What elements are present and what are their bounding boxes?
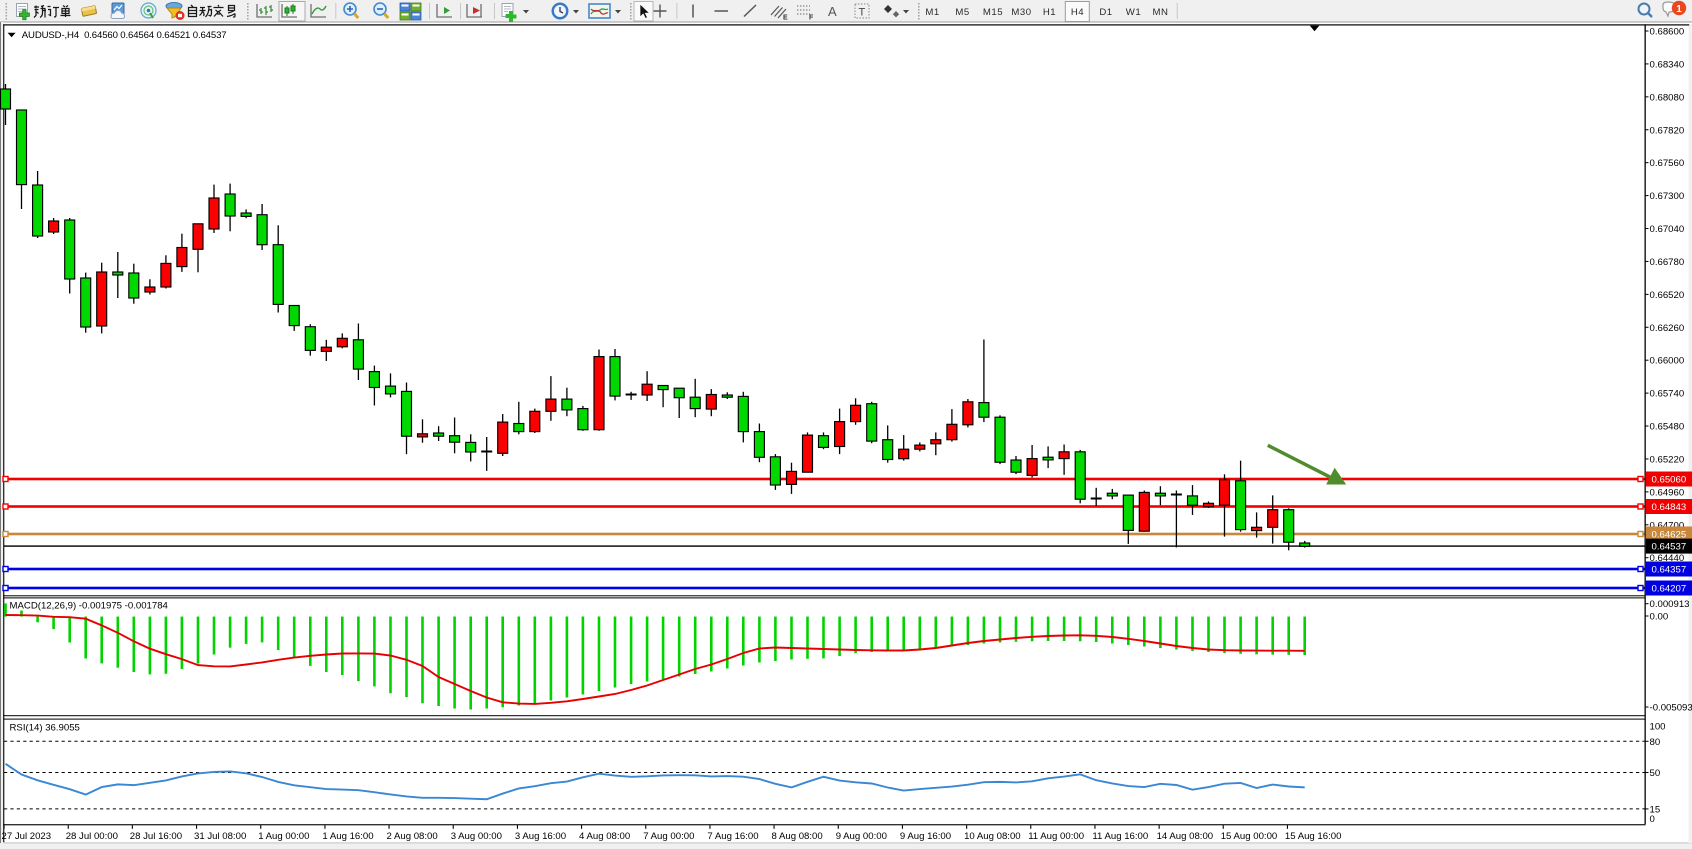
svg-text:8 Aug 08:00: 8 Aug 08:00 — [772, 831, 823, 842]
svg-text:0.67300: 0.67300 — [1650, 191, 1685, 202]
svg-text:F: F — [809, 15, 814, 22]
svg-text:0.000913: 0.000913 — [1650, 599, 1690, 610]
svg-text:-0.005093: -0.005093 — [1650, 703, 1692, 714]
svg-text:MACD(12,26,9) -0.001975 -0.001: MACD(12,26,9) -0.001975 -0.001784 — [10, 601, 169, 612]
svg-text:D1: D1 — [1099, 7, 1112, 18]
svg-text:1: 1 — [1676, 4, 1682, 15]
svg-text:9 Aug 16:00: 9 Aug 16:00 — [900, 831, 951, 842]
svg-text:0.64357: 0.64357 — [1652, 565, 1687, 576]
svg-text:RSI(14) 36.9055: RSI(14) 36.9055 — [10, 723, 80, 734]
svg-text:0.66260: 0.66260 — [1650, 323, 1685, 334]
svg-text:W1: W1 — [1126, 7, 1141, 18]
svg-text:28 Jul 00:00: 28 Jul 00:00 — [66, 831, 118, 842]
svg-text:15 Aug 16:00: 15 Aug 16:00 — [1285, 831, 1342, 842]
svg-text:14 Aug 08:00: 14 Aug 08:00 — [1157, 831, 1214, 842]
svg-text:27 Jul 2023: 27 Jul 2023 — [2, 831, 52, 842]
svg-text:AUDUSD-,H4 0.64560 0.64564 0.: AUDUSD-,H4 0.64560 0.64564 0.64521 0.645… — [22, 30, 227, 41]
svg-text:0.65740: 0.65740 — [1650, 389, 1685, 400]
svg-text:9 Aug 00:00: 9 Aug 00:00 — [836, 831, 887, 842]
svg-text:0.65060: 0.65060 — [1652, 475, 1687, 486]
svg-text:0.64960: 0.64960 — [1650, 487, 1685, 498]
svg-text:0.68340: 0.68340 — [1650, 59, 1685, 70]
svg-text:0.65480: 0.65480 — [1650, 422, 1685, 433]
svg-text:T: T — [859, 7, 866, 19]
svg-text:MN: MN — [1153, 7, 1169, 18]
svg-text:1 Aug 00:00: 1 Aug 00:00 — [258, 831, 309, 842]
svg-text:0.00: 0.00 — [1650, 612, 1669, 623]
svg-text:0.65220: 0.65220 — [1650, 454, 1685, 465]
svg-text:10 Aug 08:00: 10 Aug 08:00 — [964, 831, 1021, 842]
svg-text:0.68600: 0.68600 — [1650, 27, 1685, 38]
svg-text:M30: M30 — [1011, 7, 1031, 18]
svg-text:11 Aug 16:00: 11 Aug 16:00 — [1092, 831, 1148, 842]
svg-text:31 Jul 08:00: 31 Jul 08:00 — [194, 831, 246, 842]
svg-text:50: 50 — [1650, 768, 1661, 779]
svg-text:0.64843: 0.64843 — [1652, 502, 1687, 513]
svg-text:2 Aug 08:00: 2 Aug 08:00 — [387, 831, 438, 842]
svg-text:H4: H4 — [1071, 7, 1084, 18]
svg-text:0.66520: 0.66520 — [1650, 290, 1685, 301]
svg-text:11 Aug 00:00: 11 Aug 00:00 — [1028, 831, 1084, 842]
svg-text:0.66000: 0.66000 — [1650, 356, 1685, 367]
svg-text:100: 100 — [1650, 721, 1666, 732]
svg-text:0.64537: 0.64537 — [1652, 542, 1687, 553]
svg-text:4 Aug 08:00: 4 Aug 08:00 — [579, 831, 630, 842]
svg-text:28 Jul 16:00: 28 Jul 16:00 — [130, 831, 182, 842]
svg-text:15: 15 — [1650, 804, 1661, 815]
svg-text:0.64440: 0.64440 — [1650, 553, 1685, 564]
svg-text:A: A — [828, 4, 837, 19]
svg-text:0.64700: 0.64700 — [1650, 520, 1685, 531]
svg-text:1 Aug 16:00: 1 Aug 16:00 — [322, 831, 373, 842]
svg-text:E: E — [783, 15, 788, 22]
svg-text:7 Aug 16:00: 7 Aug 16:00 — [707, 831, 758, 842]
svg-text:0.67560: 0.67560 — [1650, 158, 1685, 169]
svg-text:80: 80 — [1650, 737, 1661, 748]
svg-text:15 Aug 00:00: 15 Aug 00:00 — [1221, 831, 1278, 842]
svg-text:M15: M15 — [983, 7, 1003, 18]
svg-text:0.68080: 0.68080 — [1650, 92, 1685, 103]
svg-text:M1: M1 — [925, 7, 939, 18]
svg-text:H1: H1 — [1043, 7, 1056, 18]
svg-text:3 Aug 00:00: 3 Aug 00:00 — [451, 831, 502, 842]
svg-text:M5: M5 — [955, 7, 969, 18]
svg-text:0: 0 — [1650, 814, 1655, 825]
svg-text:0.67040: 0.67040 — [1650, 224, 1685, 235]
svg-text:0.66780: 0.66780 — [1650, 257, 1685, 268]
svg-text:3 Aug 16:00: 3 Aug 16:00 — [515, 831, 566, 842]
svg-text:7 Aug 00:00: 7 Aug 00:00 — [643, 831, 694, 842]
svg-text:0.64625: 0.64625 — [1652, 530, 1687, 541]
svg-text:0.67820: 0.67820 — [1650, 125, 1685, 136]
svg-text:0.64207: 0.64207 — [1652, 584, 1687, 595]
